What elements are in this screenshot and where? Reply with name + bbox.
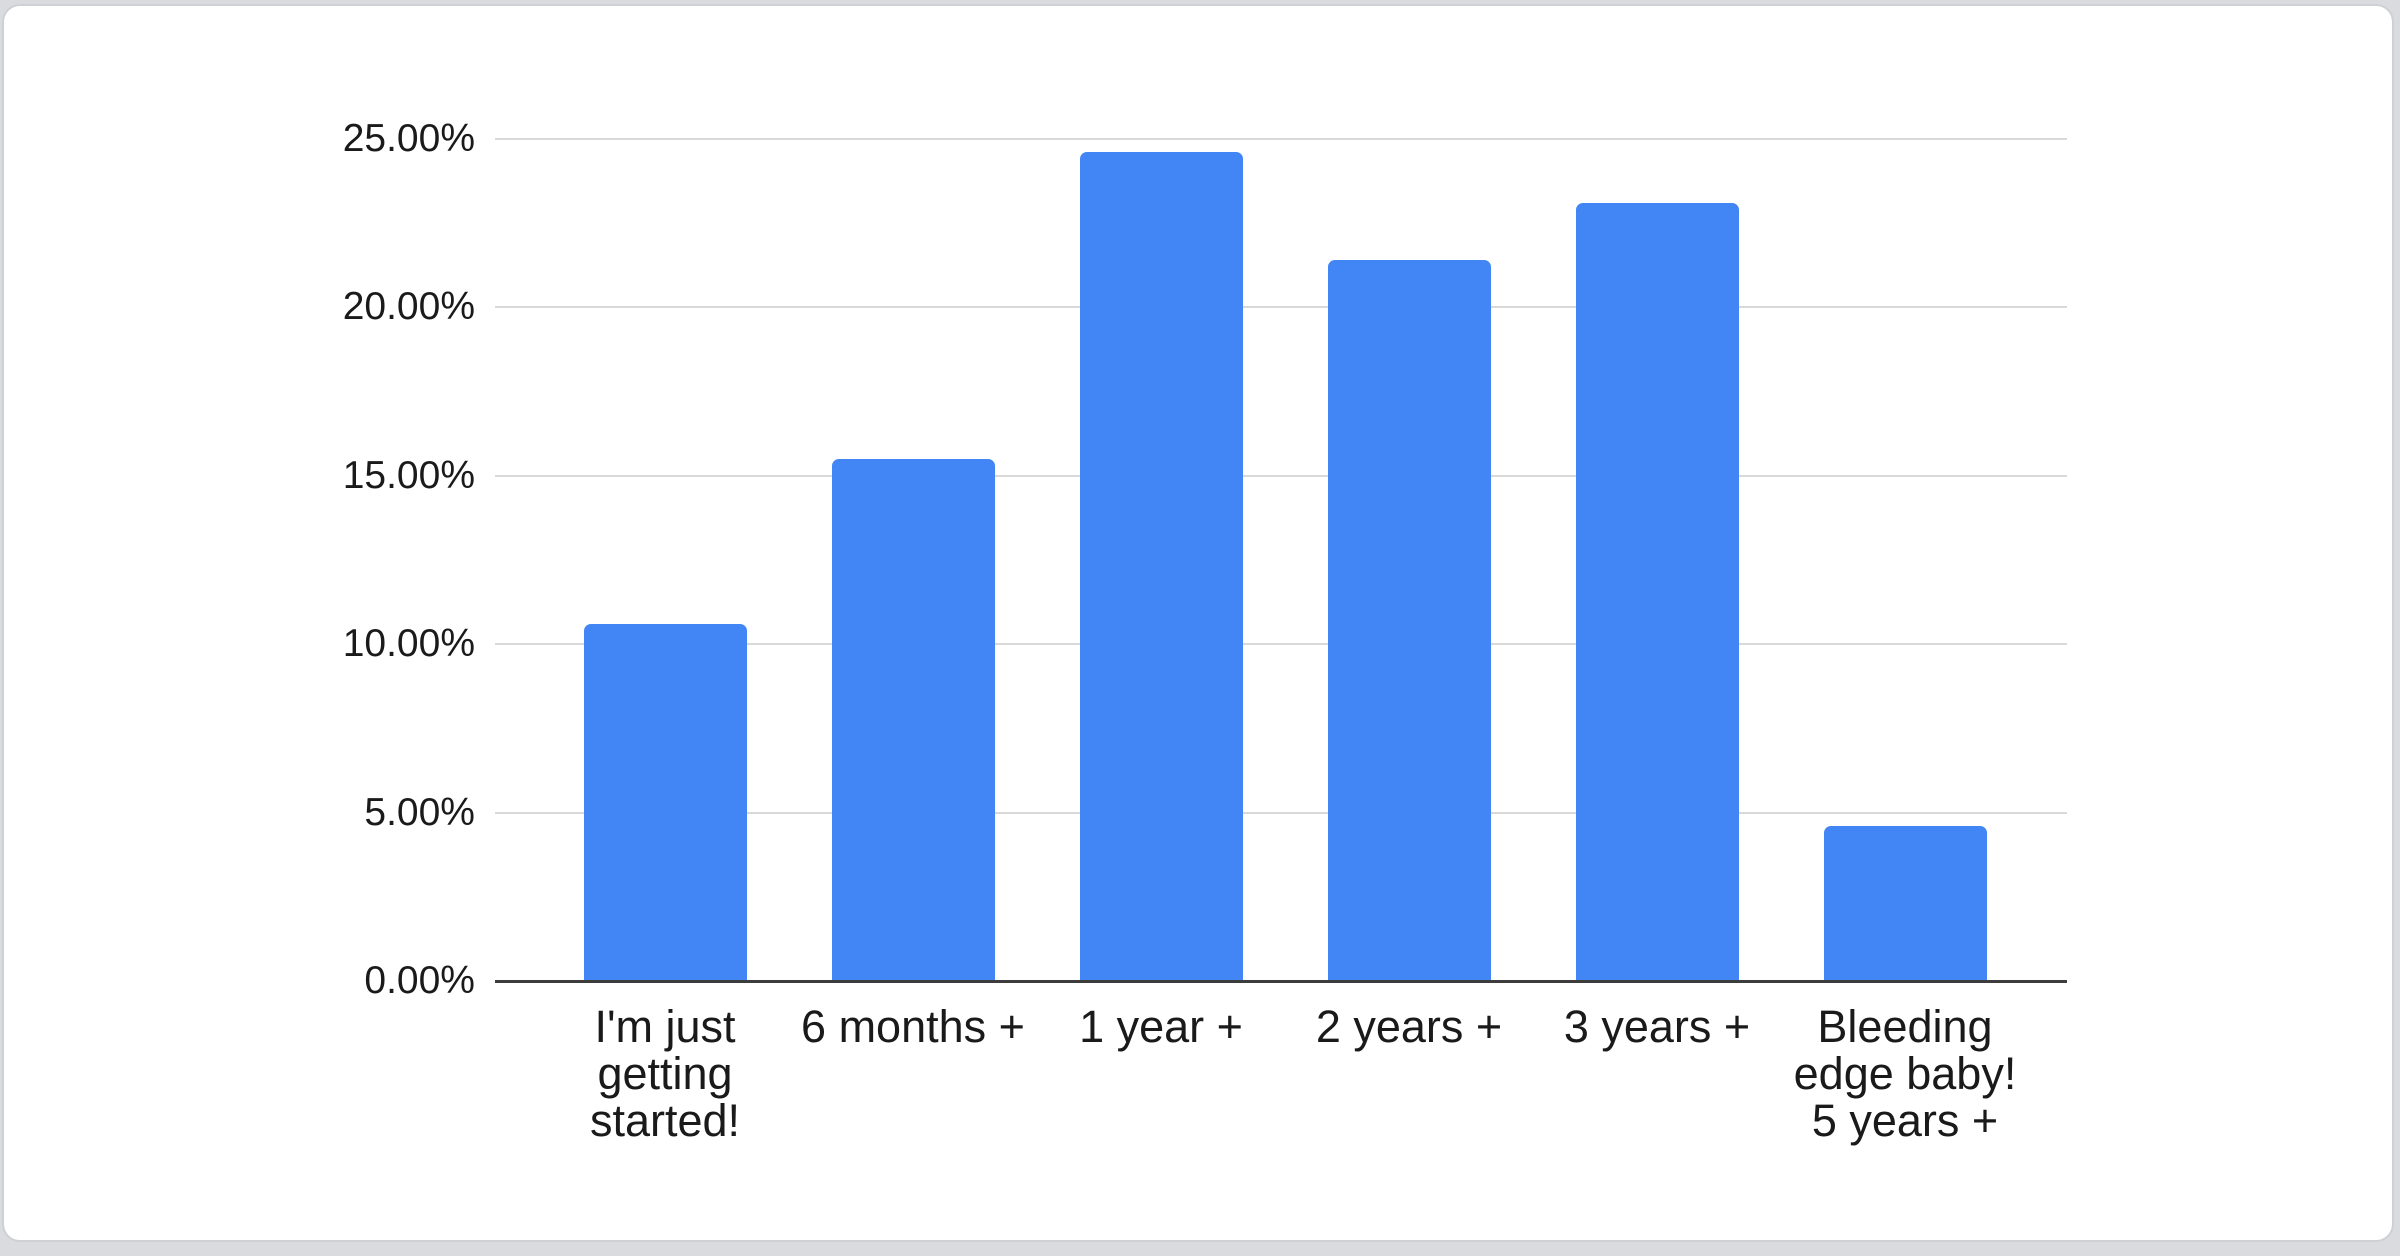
gridline <box>495 811 2067 814</box>
x-axis-category-label: I'm just getting started! <box>589 1001 741 1146</box>
x-axis-category-label: 1 year + <box>1079 1001 1243 1052</box>
x-axis-category-label: 6 months + <box>801 1001 1025 1052</box>
gridline <box>495 474 2067 477</box>
x-axis-category-label: 2 years + <box>1315 1001 1503 1052</box>
bar[interactable] <box>831 458 995 981</box>
y-axis-tick-label: 10.00% <box>342 622 475 666</box>
bar[interactable] <box>1575 202 1739 981</box>
y-axis-tick-label: 25.00% <box>342 117 475 160</box>
x-axis-baseline <box>495 980 2067 983</box>
bar[interactable] <box>1823 826 1987 981</box>
bar[interactable] <box>1079 152 1243 981</box>
x-axis-category-label: Bleeding edge baby! 5 years + <box>1793 1001 2017 1146</box>
y-axis-tick-label: 15.00% <box>342 453 475 497</box>
y-axis-tick-label: 0.00% <box>364 959 475 1002</box>
x-axis-category-label: 3 years + <box>1563 1001 1751 1052</box>
bar[interactable] <box>583 623 747 981</box>
gridline <box>495 138 2067 140</box>
y-axis-tick-label: 20.00% <box>342 285 475 329</box>
bar[interactable] <box>1327 260 1491 981</box>
gridline <box>495 643 2067 646</box>
gridline <box>495 306 2067 309</box>
y-axis-tick-label: 5.00% <box>364 790 475 834</box>
